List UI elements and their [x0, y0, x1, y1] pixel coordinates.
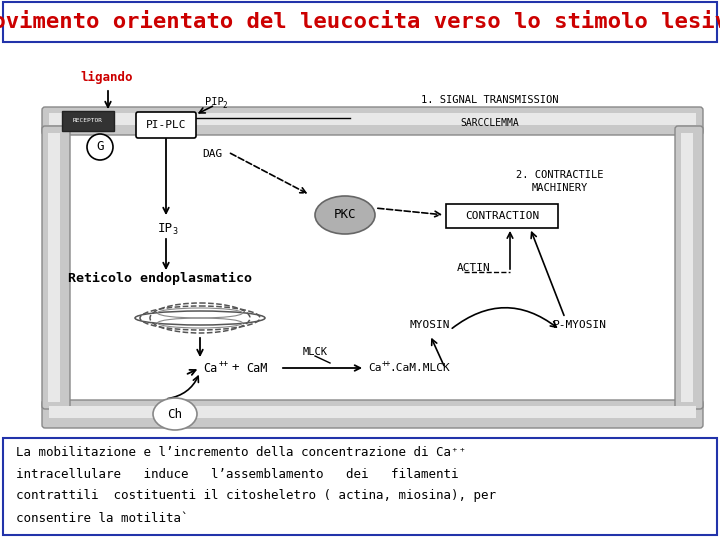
- Text: SARCCLEMMA: SARCCLEMMA: [461, 118, 519, 128]
- Ellipse shape: [315, 196, 375, 234]
- Text: 2. CONTRACTILE: 2. CONTRACTILE: [516, 170, 604, 180]
- Text: consentire la motilità: consentire la motilità: [16, 511, 189, 524]
- Text: MYOSIN: MYOSIN: [410, 320, 450, 330]
- FancyBboxPatch shape: [62, 111, 114, 131]
- FancyBboxPatch shape: [446, 204, 558, 228]
- Text: 1. SIGNAL TRANSMISSION: 1. SIGNAL TRANSMISSION: [421, 95, 559, 105]
- Text: CONTRACTION: CONTRACTION: [465, 211, 539, 221]
- Text: P-MYOSIN: P-MYOSIN: [553, 320, 607, 330]
- Text: intracellulare   induce   l’assemblamento   dei   filamenti: intracellulare induce l’assemblamento de…: [16, 468, 459, 481]
- Text: MLCK: MLCK: [302, 347, 328, 357]
- Text: Ch: Ch: [168, 408, 182, 421]
- FancyBboxPatch shape: [42, 107, 703, 135]
- Text: PIP: PIP: [205, 97, 224, 107]
- FancyBboxPatch shape: [3, 438, 717, 535]
- Text: ++: ++: [382, 360, 391, 368]
- FancyBboxPatch shape: [136, 112, 196, 138]
- Text: .CaM.MLCK: .CaM.MLCK: [389, 363, 450, 373]
- Text: ACTIN: ACTIN: [457, 263, 491, 273]
- FancyBboxPatch shape: [42, 400, 703, 428]
- FancyBboxPatch shape: [3, 2, 717, 42]
- Text: Ca: Ca: [203, 361, 217, 375]
- Text: MACHINERY: MACHINERY: [532, 183, 588, 193]
- Text: PKC: PKC: [334, 208, 356, 221]
- Text: contrattili  costituenti il citosheletro ( actina, miosina), per: contrattili costituenti il citosheletro …: [16, 489, 496, 503]
- Text: CaM: CaM: [246, 361, 267, 375]
- FancyBboxPatch shape: [675, 126, 703, 409]
- Text: Ca: Ca: [368, 363, 382, 373]
- Text: 3: 3: [172, 227, 177, 237]
- Text: Reticolo endoplasmatico: Reticolo endoplasmatico: [68, 272, 252, 285]
- Text: ++: ++: [219, 360, 229, 368]
- FancyBboxPatch shape: [48, 133, 60, 402]
- Text: ligando: ligando: [80, 70, 132, 84]
- FancyBboxPatch shape: [49, 113, 696, 125]
- Text: 2: 2: [222, 100, 227, 110]
- FancyBboxPatch shape: [681, 133, 693, 402]
- Text: PI-PLC: PI-PLC: [145, 120, 186, 130]
- Text: DAG: DAG: [202, 149, 222, 159]
- Text: +: +: [232, 361, 240, 375]
- Ellipse shape: [153, 398, 197, 430]
- Circle shape: [87, 134, 113, 160]
- Text: RECEPTOR: RECEPTOR: [73, 118, 103, 124]
- Text: Movimento orientato del leucocita verso lo stimolo lesivo: Movimento orientato del leucocita verso …: [0, 12, 720, 32]
- Text: La mobilitazione e l’incremento della concentrazione di Ca⁺⁺: La mobilitazione e l’incremento della co…: [16, 446, 466, 458]
- Text: G: G: [96, 140, 104, 153]
- FancyBboxPatch shape: [67, 132, 678, 403]
- FancyBboxPatch shape: [49, 406, 696, 418]
- FancyBboxPatch shape: [42, 126, 70, 409]
- Text: IP: IP: [158, 221, 173, 234]
